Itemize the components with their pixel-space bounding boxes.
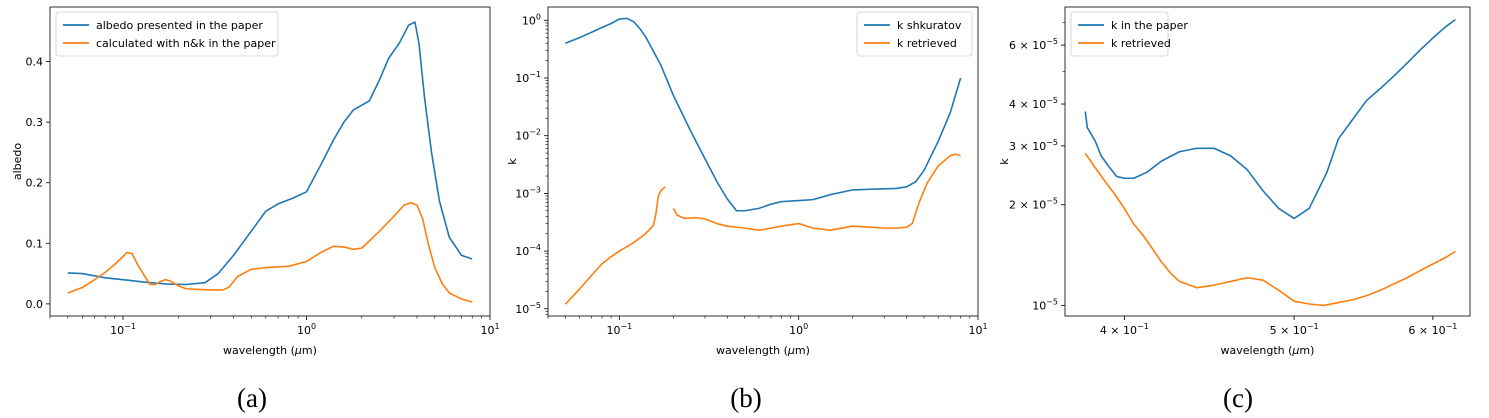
y-axis-label: k	[506, 158, 519, 165]
x-tick-label: 101	[968, 322, 987, 337]
x-tick-label: 101	[480, 322, 499, 337]
x-axis-label: wavelength (μm)	[1221, 344, 1315, 357]
legend-box	[1070, 11, 1169, 57]
series-line-2-segment-1	[564, 186, 666, 305]
y-tick-label: 100	[522, 12, 541, 27]
x-axis-label: wavelength (μm)	[223, 344, 317, 357]
x-tick-label: 6 × 10−1	[1408, 322, 1457, 337]
series-line-1	[565, 17, 962, 212]
y-tick-label: 0.0	[26, 298, 44, 311]
panel-caption: (c)	[1223, 383, 1253, 413]
chart-panel-3: 4 × 10−1 5 × 10−1 6 × 10−1 10−5 2 × 10−5 3 × …	[998, 6, 1471, 413]
x-tick-label: 100	[297, 322, 316, 337]
legend-entry-label: k shkuratov	[897, 19, 962, 32]
y-axis-label: k	[998, 158, 1011, 165]
y-tick-label: 10−5	[1032, 297, 1058, 312]
panel-caption: (b)	[730, 383, 761, 413]
legend-entry-label: k retrieved	[897, 37, 957, 50]
legend: k shkuratov k retrieved	[856, 11, 973, 57]
legend-entry-label: albedo presented in the paper	[96, 19, 263, 32]
y-tick-label: 0.2	[26, 177, 44, 190]
y-tick-label: 0.1	[26, 237, 44, 250]
series-line-1	[1084, 18, 1456, 220]
legend: albedo presented in the paper calculated …	[55, 11, 279, 57]
chart-panel-1: 10−1 100 101 0.0 0.1 0.2 0.3 0.4 wavelength (μm)…	[11, 6, 500, 413]
x-tick-label: 10−1	[606, 322, 632, 337]
series-line-1	[67, 21, 473, 286]
y-tick-label: 0.4	[26, 56, 44, 69]
legend-box	[55, 11, 279, 57]
legend: k in the paper k retrieved	[1070, 11, 1188, 57]
x-tick-label: 4 × 10−1	[1100, 322, 1149, 337]
y-tick-label: 10−4	[515, 243, 541, 258]
legend-box	[856, 11, 973, 57]
series-line-2	[67, 201, 473, 303]
axes-frame	[547, 6, 979, 317]
x-tick-label: 10−1	[110, 322, 136, 337]
y-axis-label: albedo	[11, 143, 24, 181]
x-tick-label: 100	[789, 322, 808, 337]
series-line-2	[1084, 152, 1456, 307]
legend-entry-label: k in the paper	[1111, 19, 1188, 32]
y-tick-label: 2 × 10−5	[1009, 197, 1058, 212]
y-tick-label: 6 × 10−5	[1009, 37, 1058, 52]
panel-caption: (a)	[237, 383, 267, 413]
y-tick-label: 0.3	[26, 116, 44, 129]
y-tick-label: 10−5	[515, 301, 541, 316]
y-tick-label: 4 × 10−5	[1009, 96, 1058, 111]
y-tick-label: 10−3	[515, 185, 541, 200]
y-tick-label: 10−2	[515, 128, 541, 143]
legend-entry-label: calculated with n&k in the paper	[96, 37, 276, 50]
legend-entry-label: k retrieved	[1111, 37, 1171, 50]
y-tick-label: 3 × 10−5	[1009, 138, 1058, 153]
x-tick-label: 5 × 10−1	[1270, 322, 1319, 337]
axes-frame	[1064, 6, 1471, 317]
axes-frame	[49, 6, 491, 317]
x-axis-label: wavelength (μm)	[716, 344, 810, 357]
y-tick-label: 10−1	[515, 70, 541, 85]
series-line-2-segment-2	[672, 153, 961, 232]
chart-panel-2: 10−1 100 101 10−5 10−4 10−3 10−2 10−1 100 wavelen…	[506, 6, 988, 413]
